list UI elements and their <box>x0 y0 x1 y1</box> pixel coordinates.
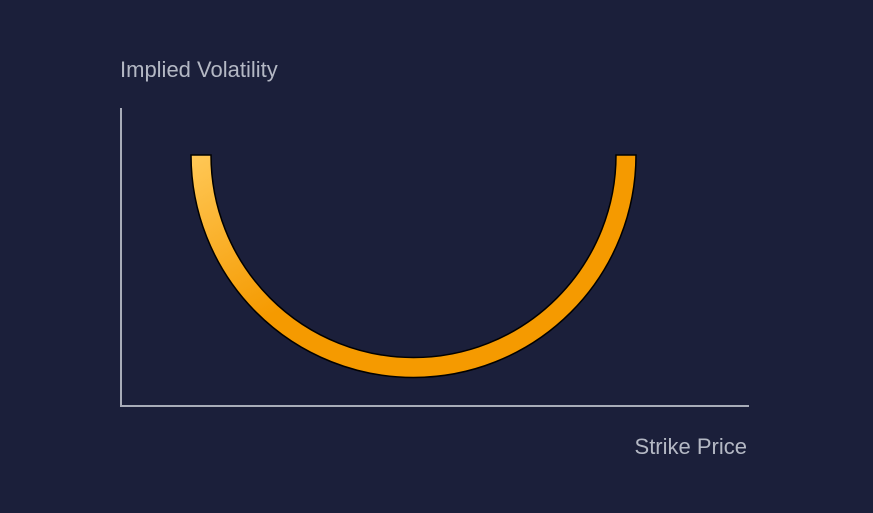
volatility-smile-curve <box>190 154 637 379</box>
y-axis-label: Implied Volatility <box>120 57 278 82</box>
x-axis-label: Strike Price <box>634 434 747 459</box>
